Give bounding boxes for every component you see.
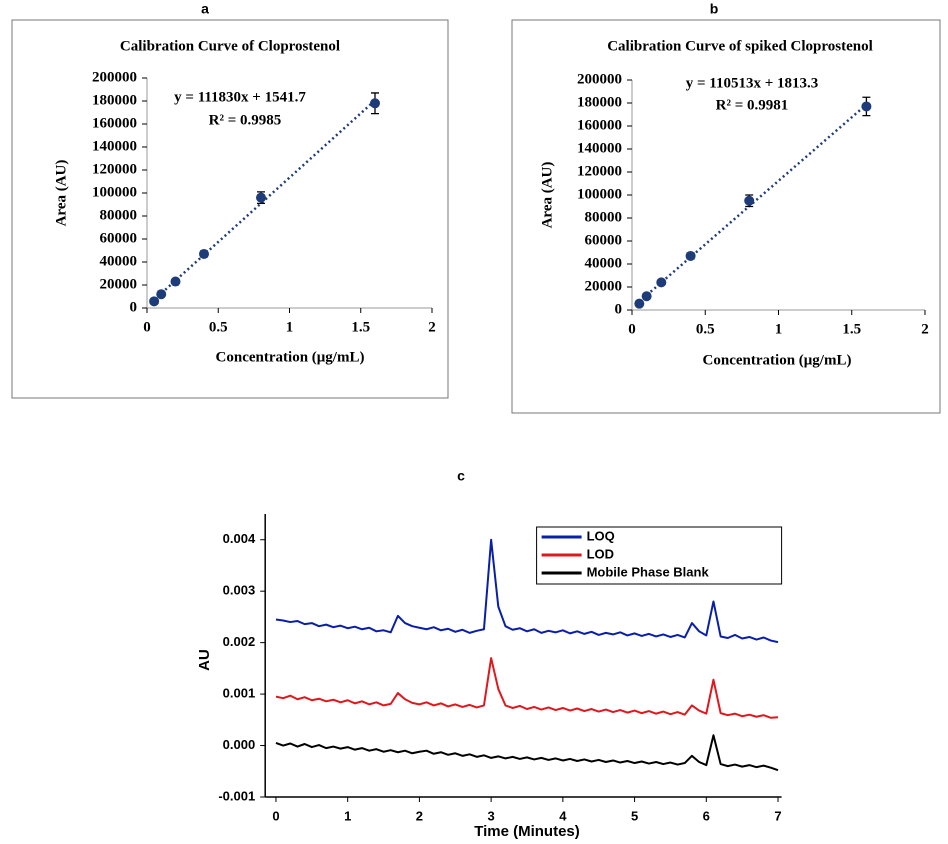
x-tick-label: 1 (775, 321, 783, 337)
x-tick-label: 1.5 (351, 319, 370, 335)
panel-label: b (710, 1, 719, 17)
legend-label: LOQ (587, 528, 615, 543)
x-tick-label: 0 (143, 319, 151, 335)
x-tick-label: 3 (488, 808, 495, 823)
y-tick-label: 0 (130, 299, 138, 315)
data-point (685, 250, 696, 261)
r-squared: R² = 0.9981 (716, 97, 789, 113)
y-tick-label: 0.002 (223, 634, 256, 649)
y-tick-label: 80000 (100, 207, 138, 223)
y-tick-label: 100000 (577, 186, 622, 202)
legend-label: Mobile Phase Blank (587, 564, 710, 579)
y-tick-label: 0.004 (223, 531, 256, 546)
y-tick-label: 120000 (577, 163, 622, 179)
y-tick-label: 40000 (100, 253, 138, 269)
x-tick-label: 0.5 (696, 321, 715, 337)
fit-equation: y = 110513x + 1813.3 (686, 75, 819, 91)
panel-frame (11, 19, 449, 399)
y-axis-label: Area (AU) (539, 162, 555, 229)
x-axis-label: Concentration (μg/mL) (703, 352, 852, 368)
chart-title: Calibration Curve of Cloprostenol (120, 38, 340, 54)
x-tick-label: 4 (559, 808, 567, 823)
y-tick-label: 120000 (92, 161, 137, 177)
chart-title: Calibration Curve of spiked Cloprostenol (607, 38, 873, 54)
x-tick-label: 0 (628, 321, 636, 337)
x-axis-label: Concentration (μg/mL) (216, 349, 365, 365)
x-tick-label: 6 (703, 808, 710, 823)
y-tick-label: 80000 (585, 209, 623, 225)
data-line (275, 734, 779, 772)
y-tick-label: -0.001 (218, 788, 255, 803)
y-tick-label: 100000 (92, 184, 137, 200)
y-tick-label: 20000 (585, 278, 623, 294)
y-tick-label: 0.003 (223, 583, 256, 598)
r-squared: R² = 0.9985 (209, 112, 282, 128)
x-tick-label: 1.5 (842, 321, 861, 337)
data-point (656, 277, 667, 288)
legend-label: LOD (587, 546, 614, 561)
fit-equation: y = 111830x + 1541.7 (174, 89, 306, 105)
y-axis-label: Area (AU) (53, 160, 69, 227)
data-point (641, 291, 652, 302)
y-tick-label: 0 (615, 301, 623, 317)
x-tick-label: 1 (344, 808, 351, 823)
data-point (156, 289, 167, 300)
x-tick-label: 2 (921, 321, 929, 337)
x-axis-label: Time (Minutes) (474, 823, 580, 840)
y-tick-label: 160000 (92, 115, 137, 131)
x-tick-label: 5 (631, 808, 638, 823)
data-point (370, 98, 380, 109)
y-axis-label: AU (196, 649, 213, 671)
data-point (744, 195, 755, 206)
y-tick-label: 180000 (92, 92, 137, 108)
x-tick-label: 2 (428, 319, 436, 335)
y-tick-label: 60000 (100, 230, 138, 246)
x-tick-label: 7 (774, 808, 781, 823)
y-tick-label: 40000 (585, 255, 623, 271)
data-point (149, 296, 160, 307)
data-point (170, 276, 181, 287)
data-line (275, 657, 779, 719)
data-point (199, 248, 209, 259)
y-tick-label: 20000 (100, 276, 138, 292)
y-tick-label: 140000 (92, 138, 137, 154)
data-point (634, 298, 645, 309)
y-tick-label: 60000 (585, 232, 623, 248)
y-tick-label: 140000 (577, 140, 622, 156)
y-tick-label: 180000 (577, 94, 622, 110)
data-point (861, 101, 872, 112)
x-tick-label: 0.5 (209, 319, 228, 335)
panel-label: c (457, 468, 465, 484)
x-tick-label: 1 (286, 319, 294, 335)
y-tick-label: 0.000 (223, 737, 256, 752)
y-tick-label: 160000 (577, 117, 622, 133)
data-point (256, 192, 266, 203)
y-tick-label: 200000 (92, 69, 137, 85)
data-line (275, 538, 779, 644)
panel-frame (511, 19, 941, 414)
panel-label: a (201, 1, 209, 17)
x-tick-label: 0 (272, 808, 279, 823)
y-tick-label: 200000 (577, 71, 622, 87)
y-tick-label: 0.001 (223, 686, 256, 701)
x-tick-label: 2 (416, 808, 423, 823)
